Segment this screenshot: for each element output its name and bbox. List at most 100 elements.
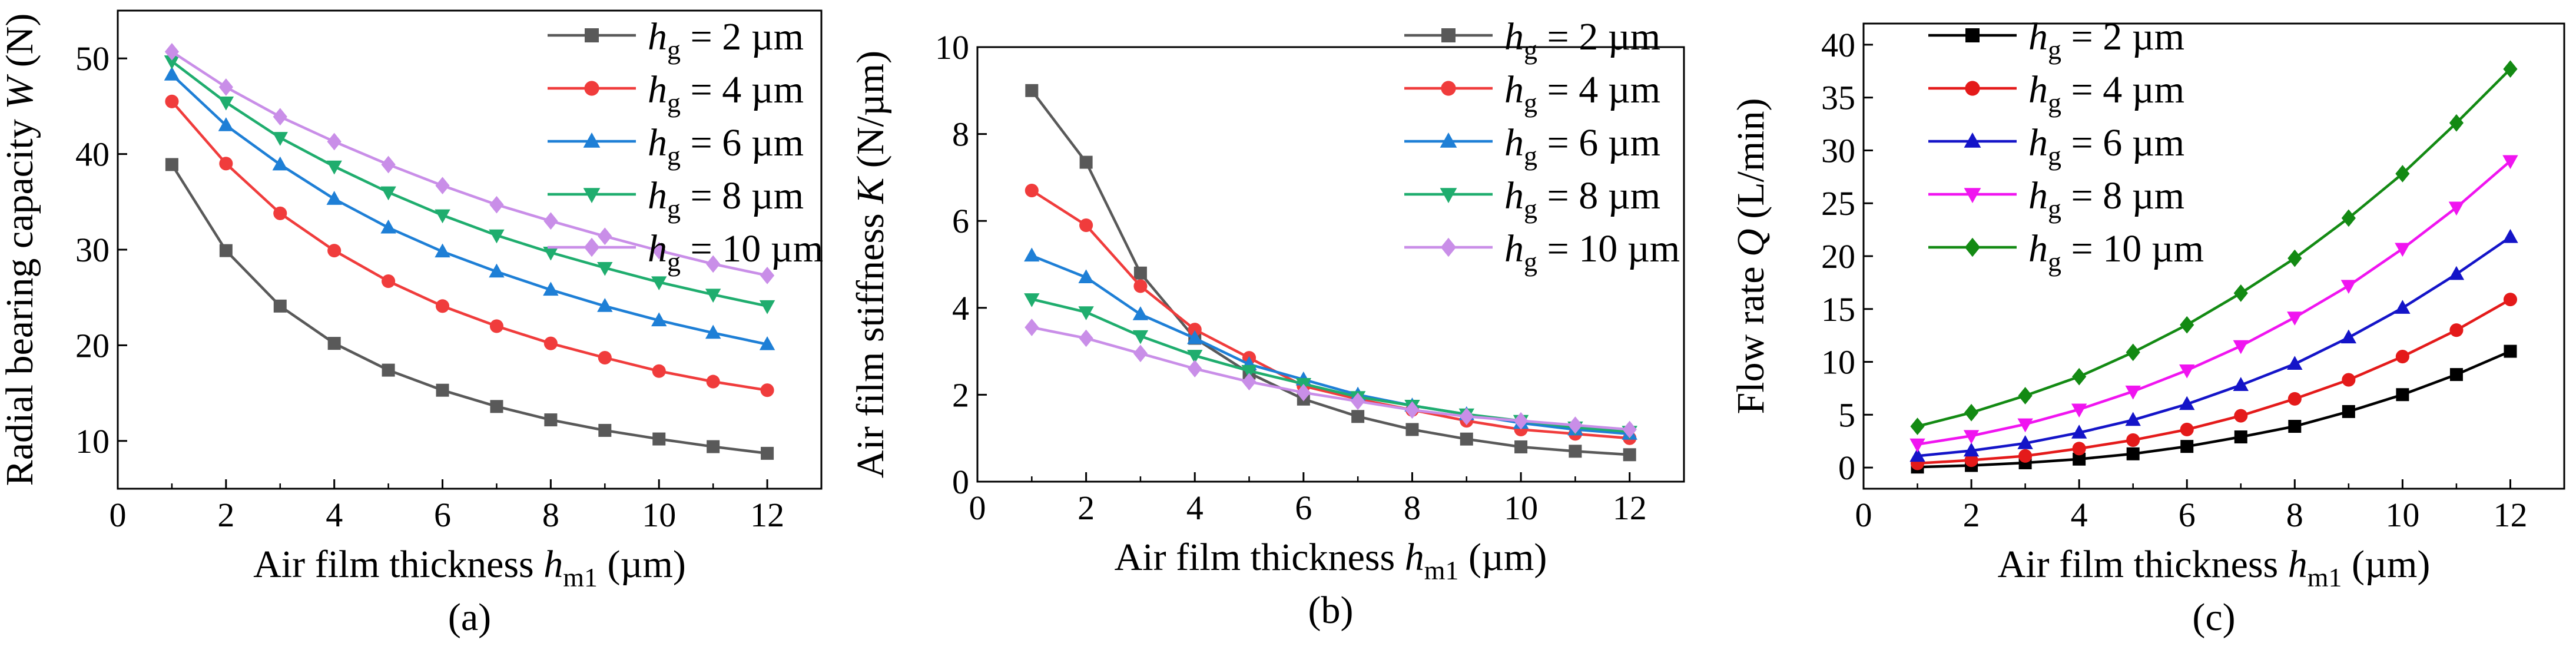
y-tick-label: 2 [952, 376, 969, 414]
data-point [1187, 330, 1203, 344]
data-point [2287, 311, 2303, 326]
data-point [1963, 442, 1980, 457]
y-label-var: Q [1729, 228, 1772, 257]
panel-label: (b) [1308, 589, 1354, 632]
data-point [2017, 435, 2033, 449]
data-point [1024, 247, 1040, 262]
y-axis-label: Flow rate Q (L/min) [1729, 98, 1772, 414]
data-point [705, 289, 721, 303]
y-label-unit: (N) [0, 14, 41, 77]
legend-var: h [648, 174, 667, 217]
data-point [381, 155, 396, 174]
data-point [1623, 448, 1636, 462]
data-point [705, 324, 721, 339]
series-2 [1910, 293, 2518, 470]
legend-value: = 4 µm [1537, 68, 1660, 111]
data-point [543, 212, 558, 230]
data-point [1568, 416, 1583, 434]
legend-marker [1440, 188, 1457, 203]
data-point [326, 191, 342, 205]
legend-marker [1440, 237, 1457, 257]
x-label-sub: m1 [2308, 562, 2342, 592]
legend-entry: hg = 10 µm [1504, 227, 1680, 277]
data-point [1351, 410, 1365, 423]
data-point [652, 364, 666, 378]
legend-value: = 2 µm [681, 15, 804, 58]
series-3 [1909, 228, 2518, 462]
legend-value: = 4 µm [681, 68, 804, 111]
legend-var: h [2028, 15, 2048, 58]
legend-sub: g [667, 35, 681, 65]
series-4 [1909, 155, 2518, 453]
data-point [2179, 396, 2195, 410]
plot-frame [976, 46, 1685, 483]
data-point [2126, 447, 2140, 460]
x-tick-label: 6 [1295, 489, 1312, 527]
x-axis-label: Air film thickness hm1 (µm) [1115, 536, 1547, 585]
legend-sub: g [2048, 88, 2061, 118]
data-point [2448, 266, 2465, 280]
x-tick-label: 0 [969, 489, 986, 527]
data-point [219, 157, 233, 171]
y-label-text: Air film stiffness [849, 204, 892, 478]
y-tick-label: 20 [1821, 237, 1855, 276]
data-point [597, 261, 613, 276]
data-point [2233, 340, 2249, 354]
data-point [706, 374, 720, 389]
data-point [543, 281, 559, 296]
legend-value: = 2 µm [1537, 15, 1660, 58]
x-label-unit: (µm) [2342, 543, 2431, 586]
legend-marker [583, 132, 601, 148]
y-tick-label: 30 [75, 231, 110, 269]
series-line [1917, 298, 2511, 465]
y-tick-label: 20 [75, 326, 110, 364]
legend-value: = 4 µm [2061, 68, 2184, 111]
series-line [1031, 254, 1630, 436]
data-point [1078, 269, 1094, 284]
x-tick-label: 0 [1855, 496, 1872, 534]
data-point [2395, 165, 2410, 183]
y-tick-label: 50 [75, 39, 110, 78]
y-tick-label: 40 [1821, 26, 1855, 64]
y-tick-label: 40 [75, 135, 110, 174]
data-point [759, 300, 775, 314]
y-tick-label: 30 [1821, 131, 1855, 170]
data-point [1910, 417, 1925, 435]
data-point [2503, 60, 2518, 78]
x-label-unit: (µm) [598, 543, 686, 586]
legend-var: h [2028, 68, 2048, 111]
legend-sub: g [667, 141, 681, 171]
legend-sub: g [667, 88, 681, 118]
data-point [2287, 249, 2302, 267]
data-point [2233, 284, 2248, 302]
legend-marker [1965, 81, 1980, 96]
series-1 [1911, 344, 2517, 474]
data-point [326, 160, 342, 175]
data-point [2234, 409, 2248, 423]
x-axis-label: Air film thickness hm1 (µm) [253, 543, 686, 592]
data-point [598, 423, 612, 437]
series-line [171, 100, 768, 392]
series-5 [1910, 60, 2518, 435]
data-point [2340, 329, 2357, 344]
data-point [1242, 373, 1256, 391]
data-point [2396, 388, 2409, 402]
legend-sub: g [2048, 247, 2061, 277]
legend-var: h [648, 227, 667, 270]
data-point [1132, 306, 1149, 320]
x-label-text: Air film thickness [1115, 536, 1405, 579]
legend-entry: hg = 10 µm [2028, 227, 2204, 277]
series-line [1030, 90, 1630, 456]
x-tick-label: 4 [2071, 496, 2088, 534]
legend-sub: g [667, 247, 681, 277]
series-line [171, 60, 768, 308]
legend-marker [584, 237, 600, 257]
legend-var: h [648, 121, 667, 164]
legend-marker [583, 188, 601, 203]
data-point [1405, 401, 1420, 419]
series-line [171, 50, 768, 277]
legend-value: = 8 µm [1537, 174, 1660, 217]
